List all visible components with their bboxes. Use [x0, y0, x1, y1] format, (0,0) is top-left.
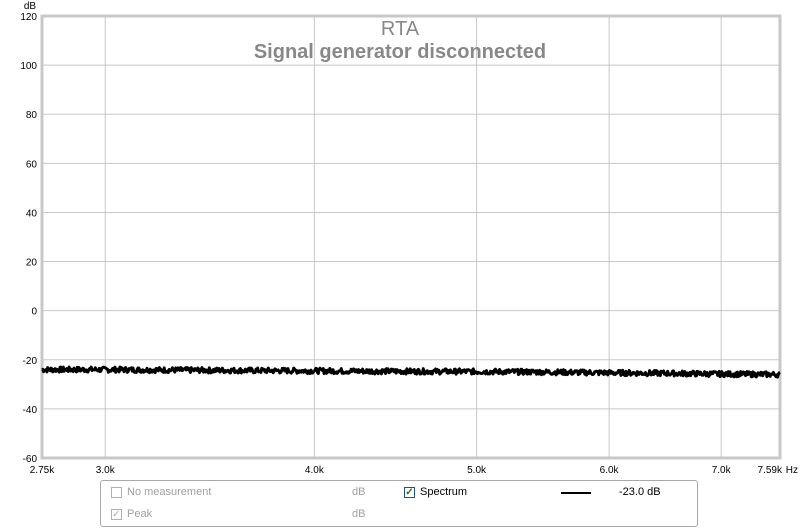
legend-row-peak: ✓ Peak dB	[101, 507, 697, 527]
no-measurement-label: No measurement	[127, 486, 212, 498]
y-tick-label: 80	[26, 110, 38, 121]
x-tick-label: 2.75k	[30, 465, 55, 476]
y-tick-label: 20	[26, 258, 38, 269]
no-measurement-checkbox[interactable]	[111, 487, 122, 498]
rta-chart: 120 100 80 60 40 20 0 -20 -40 -602.75k 3.0k 4.0k 5.0…	[20, 1, 798, 476]
legend-row-no-measurement: No measurement dB ✓ Spectrum -23.0 dB	[101, 485, 697, 505]
x-tick-label: 5.0k	[467, 465, 487, 476]
spectrum-readout: -23.0 dB	[619, 486, 661, 498]
y-tick-label: 100	[20, 61, 37, 72]
peak-unit: dB	[352, 508, 366, 520]
y-axis-label: dB	[24, 1, 37, 12]
peak-label: Peak	[127, 508, 153, 520]
y-tick-label: -40	[23, 405, 38, 416]
spectrum-checkbox[interactable]: ✓	[404, 487, 415, 498]
x-tick-label: 3.0k	[96, 465, 116, 476]
y-tick-label: -60	[23, 454, 38, 465]
y-tick-label: -20	[23, 356, 38, 367]
x-tick-label: 4.0k	[305, 465, 325, 476]
y-tick-label: 40	[26, 208, 38, 219]
spectrum-line-swatch	[561, 492, 591, 494]
x-tick-label: 6.0k	[600, 465, 620, 476]
y-tick-label: 0	[31, 307, 37, 318]
spectrum-label: Spectrum	[420, 486, 468, 498]
chart-subtitle: Signal generator disconnected	[254, 41, 546, 63]
x-tick-label: 7.59k	[758, 465, 783, 476]
peak-checkbox[interactable]: ✓	[111, 509, 122, 520]
chart-title: RTA	[381, 18, 420, 40]
spectrum-trace	[41, 365, 781, 379]
no-measurement-unit: dB	[352, 486, 366, 498]
x-tick-label: 7.0k	[712, 465, 732, 476]
y-tick-label: 120	[20, 12, 37, 23]
legend-panel: No measurement dB ✓ Spectrum -23.0 dB ✓ …	[100, 480, 698, 527]
plot-area	[40, 14, 782, 460]
x-axis-unit: Hz	[786, 465, 798, 476]
y-tick-label: 60	[26, 159, 38, 170]
